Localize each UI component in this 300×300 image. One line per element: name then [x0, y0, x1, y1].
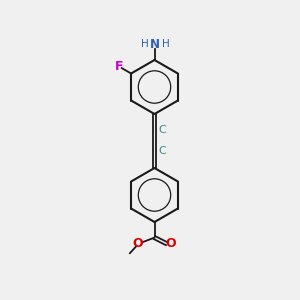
- Text: O: O: [132, 237, 143, 250]
- Text: C: C: [159, 125, 167, 135]
- Text: H: H: [141, 39, 148, 50]
- Text: C: C: [159, 146, 167, 156]
- Text: O: O: [166, 237, 176, 250]
- Text: H: H: [162, 39, 170, 50]
- Text: N: N: [150, 38, 160, 51]
- Text: F: F: [114, 60, 123, 73]
